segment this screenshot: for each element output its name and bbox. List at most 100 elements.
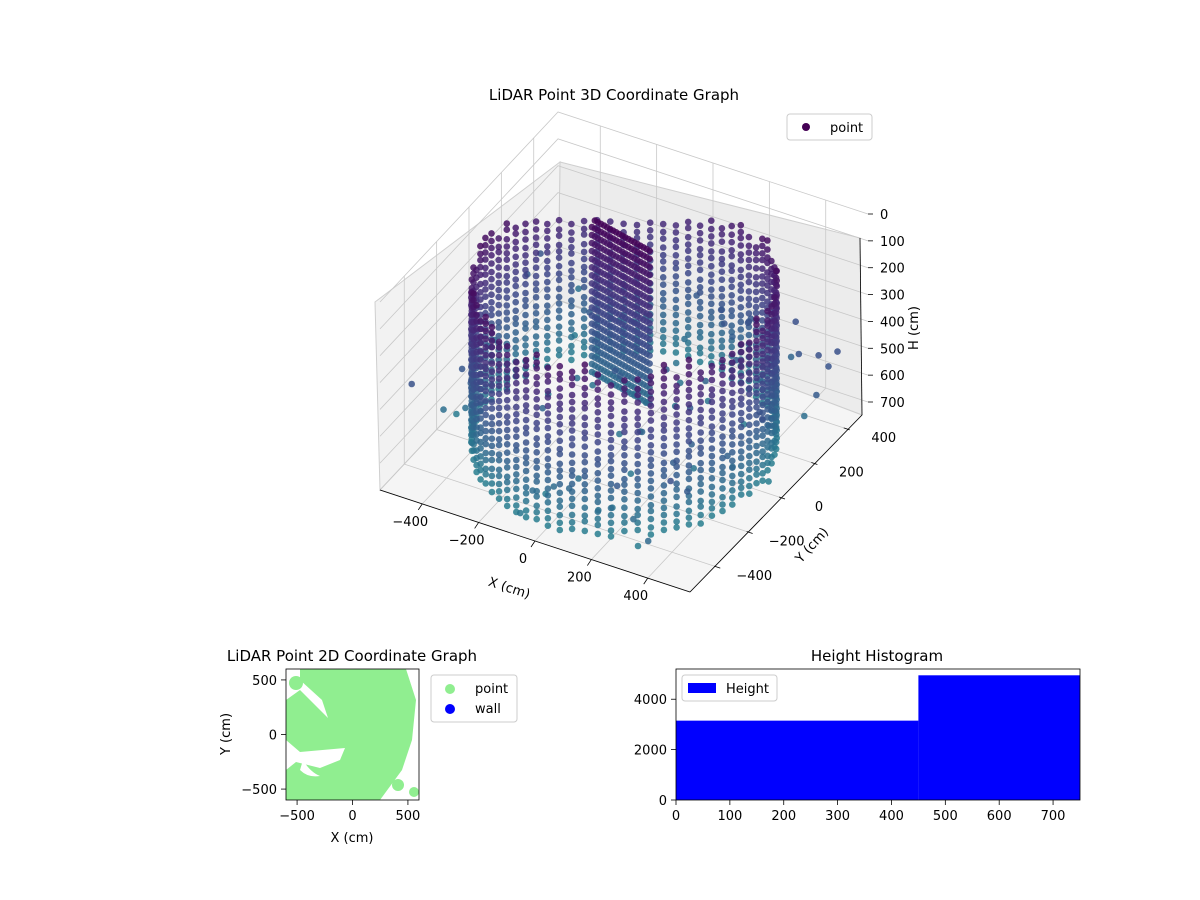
lidar-point	[697, 398, 704, 406]
lidar-point	[685, 462, 693, 469]
lidar-point	[503, 396, 511, 404]
lidar-point	[533, 380, 540, 388]
lidar-point	[581, 443, 589, 451]
lidar-point	[659, 319, 667, 326]
lidar-point	[708, 254, 715, 262]
lidar-point	[544, 293, 551, 301]
lidar-point	[684, 218, 692, 226]
lidar-point	[568, 441, 576, 449]
lidar-point	[556, 421, 564, 428]
lidar-point	[556, 429, 564, 436]
lidar-point	[708, 314, 715, 322]
lidar-point	[737, 334, 745, 341]
lidar-point	[482, 365, 490, 373]
lidar-point	[721, 320, 728, 327]
lidar-point	[764, 338, 771, 346]
lidar-point	[513, 426, 520, 434]
points-3d	[408, 216, 841, 550]
lidar-point	[759, 453, 766, 461]
lidar-point	[522, 507, 530, 514]
lidar-point	[477, 466, 484, 474]
lidar-point	[672, 273, 680, 280]
x-tick-label-hist: 100	[717, 809, 742, 824]
lidar-point	[568, 511, 576, 519]
lidar-point	[647, 485, 655, 492]
lidar-point	[482, 264, 489, 272]
lidar-point	[660, 414, 668, 421]
lidar-point	[621, 475, 628, 483]
lidar-point	[568, 236, 575, 244]
lidar-point	[696, 251, 704, 259]
lidar-point	[764, 368, 771, 375]
lidar-point	[532, 340, 540, 348]
lidar-point	[556, 460, 564, 468]
lidar-point	[533, 502, 540, 510]
lidar-point	[768, 257, 775, 265]
lidar-point	[556, 376, 564, 383]
lidar-point	[568, 348, 575, 356]
lidar-point	[522, 416, 530, 424]
lidar-point	[470, 290, 477, 297]
lidar-point	[594, 401, 602, 408]
lidar-point	[728, 292, 735, 299]
lidar-point	[513, 494, 520, 501]
lidar-point	[718, 268, 726, 276]
lidar-point	[718, 337, 726, 345]
lidar-point	[503, 332, 511, 340]
lidar-point	[719, 463, 726, 471]
lidar-point	[647, 449, 655, 456]
lidar-point	[659, 265, 667, 273]
lidar-point	[503, 441, 511, 448]
lidar-point	[659, 228, 667, 236]
lidar-point	[470, 264, 477, 271]
lidar-point	[752, 303, 760, 311]
lidar-point	[759, 294, 766, 302]
lidar-point	[616, 430, 623, 438]
lidar-point	[659, 340, 667, 348]
z-tick-label-3d: 700	[880, 396, 905, 411]
lidar-point	[737, 454, 745, 462]
lidar-point	[737, 295, 745, 303]
lidar-point	[607, 436, 615, 444]
lidar-point	[627, 470, 635, 478]
lidar-point	[495, 256, 503, 264]
lidar-point	[633, 221, 641, 229]
lidar-point	[482, 411, 490, 419]
lidar-point	[594, 477, 602, 484]
lidar-point	[719, 371, 726, 379]
lidar-point	[684, 346, 692, 353]
lidar-point	[522, 296, 529, 304]
lidar-point	[647, 462, 655, 470]
lidar-point	[477, 378, 484, 386]
lidar-point	[522, 228, 529, 236]
lidar-point	[607, 480, 615, 488]
lidar-point	[495, 456, 503, 464]
lidar-point	[719, 424, 726, 432]
lidar-point	[533, 493, 540, 500]
lidar-point	[773, 267, 780, 275]
x-axis-label-2d: X (cm)	[331, 831, 374, 846]
lidar-point	[685, 447, 693, 455]
lidar-point	[522, 220, 529, 228]
lidar-point	[477, 363, 484, 371]
lidar-point	[672, 311, 680, 319]
lidar-point	[759, 334, 766, 342]
lidar-point	[482, 465, 490, 473]
lidar-point	[522, 484, 530, 491]
y-tick-mark	[746, 531, 753, 534]
lidar-point	[568, 467, 576, 474]
lidar-point	[616, 372, 624, 380]
lidar-point	[696, 321, 704, 329]
lidar-point	[673, 382, 680, 390]
lidar-point	[759, 401, 766, 409]
lidar-point	[512, 315, 519, 322]
lidar-point	[728, 343, 735, 351]
lidar-point	[488, 299, 495, 306]
legend-2d-label-wall: wall	[475, 702, 501, 717]
lidar-point	[697, 419, 704, 427]
lidar-point	[719, 416, 726, 424]
lidar-point	[737, 478, 745, 486]
lidar-point	[556, 519, 564, 527]
x-tick-mark	[587, 559, 592, 566]
lidar-point	[594, 395, 602, 402]
